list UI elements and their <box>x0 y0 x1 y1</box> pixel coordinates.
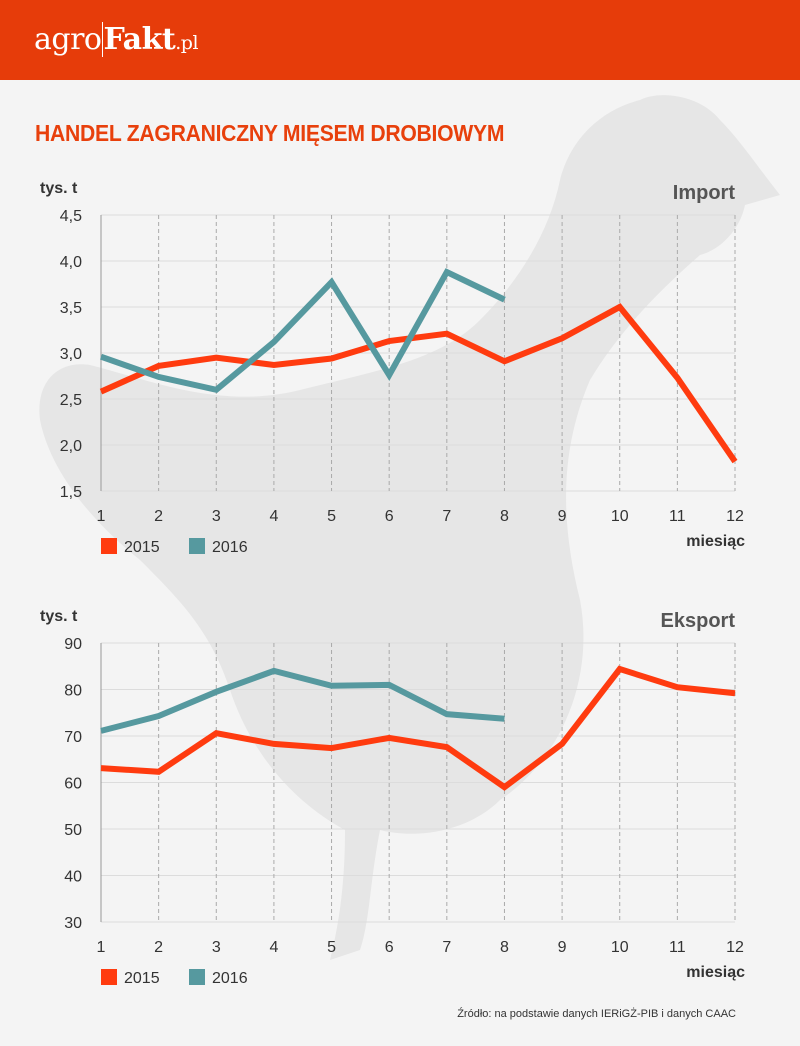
x-tick-label: 1 <box>97 508 106 525</box>
chart-title: Import <box>673 182 736 204</box>
legend-swatch-2016 <box>189 538 205 554</box>
y-axis-label: tys. t <box>40 608 78 625</box>
y-tick-label: 70 <box>64 729 82 746</box>
series-line-2016 <box>100 268 506 394</box>
page-title: HANDEL ZAGRANICZNY MIĘSEM DROBIOWYM <box>35 120 505 146</box>
x-tick-label: 9 <box>558 939 567 956</box>
legend-swatch-2015 <box>101 538 117 554</box>
x-tick-label: 7 <box>442 508 451 525</box>
x-tick-label: 5 <box>327 508 336 525</box>
x-tick-label: 1 <box>97 939 106 956</box>
logo-part1: agro <box>34 22 102 57</box>
x-tick-label: 11 <box>669 508 686 525</box>
y-tick-label: 90 <box>64 636 82 653</box>
x-axis-label: miesiąc <box>686 533 745 550</box>
x-tick-label: 3 <box>212 939 221 956</box>
series-line-2015 <box>99 303 738 464</box>
chart-title: Eksport <box>661 610 736 632</box>
x-tick-label: 12 <box>726 508 744 525</box>
header-bar: agroFakt.pl <box>0 0 800 80</box>
legend-swatch-2016 <box>189 969 205 985</box>
y-tick-label: 3,0 <box>60 346 82 363</box>
x-tick-label: 6 <box>385 508 394 525</box>
legend-swatch-2015 <box>101 969 117 985</box>
x-tick-label: 2 <box>154 939 163 956</box>
y-tick-label: 40 <box>64 869 82 886</box>
rooster-silhouette-icon <box>39 95 780 961</box>
x-tick-label: 3 <box>212 508 221 525</box>
y-axis-label: tys. t <box>40 180 78 197</box>
logo-part2: Fakt <box>101 22 176 57</box>
y-tick-label: 4,0 <box>60 254 82 271</box>
y-tick-label: 2,5 <box>60 392 82 409</box>
legend-label-2016: 2016 <box>212 539 248 556</box>
x-tick-label: 7 <box>442 939 451 956</box>
series-line-2015 <box>100 665 736 791</box>
x-tick-label: 10 <box>611 508 629 525</box>
x-tick-label: 11 <box>669 939 686 956</box>
x-tick-label: 4 <box>269 939 278 956</box>
x-tick-label: 9 <box>558 508 567 525</box>
y-tick-label: 30 <box>64 915 82 932</box>
x-axis-label: miesiąc <box>686 964 745 981</box>
logo-part3: .pl <box>175 32 199 54</box>
x-tick-label: 5 <box>327 939 336 956</box>
x-tick-label: 4 <box>269 508 278 525</box>
x-tick-label: 8 <box>500 939 509 956</box>
y-tick-label: 1,5 <box>60 484 82 501</box>
x-tick-label: 12 <box>726 939 744 956</box>
legend-label-2015: 2015 <box>124 539 160 556</box>
source-note: Źródło: na podstawie danych IERiGŻ-PIB i… <box>457 1008 736 1020</box>
x-tick-label: 10 <box>611 939 629 956</box>
x-tick-label: 6 <box>385 939 394 956</box>
legend-label-2015: 2015 <box>124 970 160 987</box>
y-tick-label: 3,5 <box>60 300 82 317</box>
y-tick-label: 60 <box>64 776 82 793</box>
y-tick-label: 2,0 <box>60 438 82 455</box>
y-tick-label: 50 <box>64 822 82 839</box>
agrofakt-logo[interactable]: agroFakt.pl <box>34 22 199 57</box>
y-tick-label: 80 <box>64 683 82 700</box>
x-tick-label: 8 <box>500 508 509 525</box>
y-tick-label: 4,5 <box>60 208 82 225</box>
series-line-2016 <box>100 667 505 734</box>
legend-label-2016: 2016 <box>212 970 248 987</box>
x-tick-label: 2 <box>154 508 163 525</box>
